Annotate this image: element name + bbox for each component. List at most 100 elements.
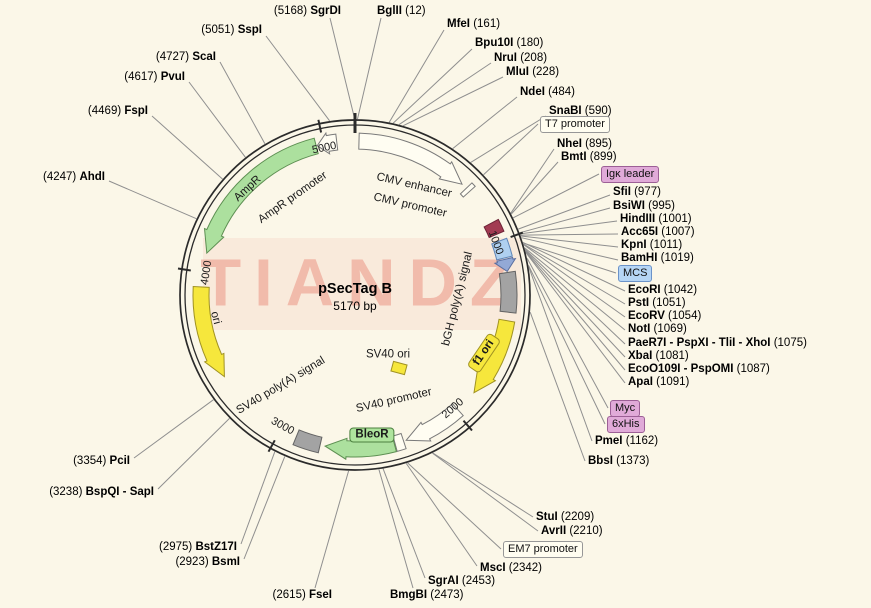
leader-line-ecoo109i-pspomi	[525, 251, 626, 371]
site-label-pcii: (3354) PciI	[73, 455, 130, 467]
site-label-msci: MscI (2342)	[480, 562, 543, 574]
callout-mcs: MCS	[618, 265, 653, 282]
leader-line-kpni	[520, 235, 619, 248]
feature-ori	[192, 285, 225, 378]
feature-f1-ori	[473, 318, 516, 394]
site-label-mfei: MfeI (161)	[447, 18, 501, 30]
plasmid-size: 5170 bp	[333, 299, 377, 313]
leader-line-pcii	[133, 399, 214, 459]
site-label-ecoo109i-pspomi: EcoO109I - PspOMI (1087)	[628, 363, 770, 375]
site-label-bglii: BglII (12)	[377, 5, 426, 17]
site-label-ecorv: EcoRV (1054)	[628, 310, 702, 322]
tick-label-4000: 4000	[199, 260, 214, 286]
site-label-pmei: PmeI (1162)	[595, 435, 659, 447]
leader-line-scai	[219, 61, 266, 145]
site-label-sgrdi: (5168) SgrDI	[273, 5, 341, 17]
leader-line-bsmi	[243, 456, 286, 560]
plasmid-name: pSecTag B	[318, 281, 392, 297]
leader-line-pmei	[528, 267, 593, 442]
site-label-sfii: SfiI (977)	[613, 186, 661, 198]
leader-line-bamhi	[521, 237, 619, 261]
tick-4000	[177, 267, 191, 272]
site-label-bstz17i: (2975) BstZ17I	[159, 541, 237, 553]
leader-line-ecorv	[523, 244, 626, 318]
leader-line-bmgbi	[378, 469, 414, 589]
site-label-bsiwi: BsiWI (995)	[613, 200, 675, 212]
callout-6xhis: 6xHis	[607, 416, 645, 433]
leader-line-hindiii	[520, 220, 618, 235]
site-label-bbsi: BbsI (1373)	[588, 455, 650, 467]
site-label-stui: StuI (2209)	[536, 511, 595, 523]
feature-label-sv40-ori: SV40 ori	[365, 348, 411, 361]
leader-line-ahdi	[108, 180, 197, 220]
feature-ampr-promoter	[316, 131, 339, 155]
feature-mcs	[491, 237, 513, 261]
site-label-xbai: XbaI (1081)	[628, 350, 689, 362]
site-label-sgrai: SgrAI (2453)	[428, 575, 496, 587]
leader-line-bbsi	[529, 312, 586, 462]
tick-2000	[462, 420, 473, 432]
site-label-noti: NotI (1069)	[628, 323, 687, 335]
feature-ampr	[203, 137, 319, 255]
site-label-acc65i: Acc65I (1007)	[621, 226, 695, 238]
leader-line-msci	[405, 463, 478, 567]
tick-5000	[317, 119, 323, 133]
callout-t7-promoter: T7 promoter	[540, 116, 610, 133]
site-label-pvui: (4617) PvuI	[124, 71, 185, 83]
leader-line-sgrdi	[329, 17, 356, 120]
leader-line-t7-promoter	[483, 123, 539, 176]
leader-line-nhei	[510, 148, 555, 214]
tick-label-5000: 5000	[311, 140, 337, 157]
site-label-sspi: (5051) SspI	[201, 24, 262, 36]
leader-line-6xhis	[528, 265, 606, 425]
site-label-bsmi: (2923) BsmI	[175, 556, 240, 568]
callout-em7-promoter: EM7 promoter	[503, 541, 583, 558]
leader-line-bmti	[510, 161, 559, 215]
site-label-fsei: (2615) FseI	[272, 589, 332, 601]
leader-line-bspqi-sapi	[157, 418, 230, 490]
feature-label-sv40-poly-a-signal: SV40 poly(A) signal	[234, 354, 328, 417]
site-label-ndei: NdeI (484)	[520, 86, 575, 98]
leader-line-bsiwi	[519, 207, 611, 234]
feature-label-ampr: AmpR	[231, 173, 264, 204]
leader-line-mfei	[388, 29, 445, 123]
feature-label-bgh-poly-a-signal: bGH poly(A) signal	[440, 250, 476, 348]
leader-line-ig-leader	[512, 173, 600, 219]
leader-line-sspi	[265, 35, 331, 122]
feature-igk-leader	[483, 218, 505, 239]
feature-sv40-polya-signal	[292, 429, 323, 454]
feature-label-bleor: BleoR	[349, 427, 395, 443]
site-label-kpni: KpnI (1011)	[621, 239, 683, 251]
leader-line-sgrai	[382, 468, 426, 579]
site-label-paer7i-pspxi-tlii-xhoi: PaeR7I - PspXI - TliI - XhoI (1075)	[628, 337, 807, 349]
leader-line-paer7i-pspxi-tlii-xhoi	[524, 248, 626, 345]
leader-line-ndei	[452, 96, 518, 149]
site-label-fspi: (4469) FspI	[87, 105, 148, 117]
leader-line-psti	[523, 243, 626, 305]
feature-label-f1-ori: f1 ori	[466, 332, 502, 374]
site-label-nrui: NruI (208)	[494, 52, 548, 64]
site-label-nhei: NheI (895)	[557, 138, 612, 150]
site-label-ahdi: (4247) AhdI	[43, 171, 105, 183]
leader-line-nrui	[398, 62, 492, 126]
feature-label-ampr-promoter: AmpR promoter	[256, 169, 330, 226]
tick-3000	[267, 439, 276, 453]
feature-sv40-ori-box	[390, 360, 408, 376]
tick-1000	[510, 231, 524, 239]
site-label-snabi: SnaBI (590)	[549, 105, 612, 117]
leader-line-noti	[524, 247, 626, 331]
site-label-psti: PstI (1051)	[628, 297, 686, 309]
leader-line-acc65i	[520, 233, 619, 236]
leader-line-snabi	[470, 115, 547, 163]
leader-line-apai	[525, 252, 626, 384]
feature-sv40-promoter	[405, 402, 464, 442]
site-label-bmgbi: BmgBI (2473)	[390, 589, 464, 601]
site-label-bmti: BmtI (899)	[561, 151, 617, 163]
site-label-apai: ApaI (1091)	[628, 376, 690, 388]
leader-line-stui	[432, 452, 534, 518]
callout-ig-leader: Igκ leader	[601, 166, 660, 183]
site-label-bspqi-sapi: (3238) BspQI - SapI	[49, 486, 154, 498]
